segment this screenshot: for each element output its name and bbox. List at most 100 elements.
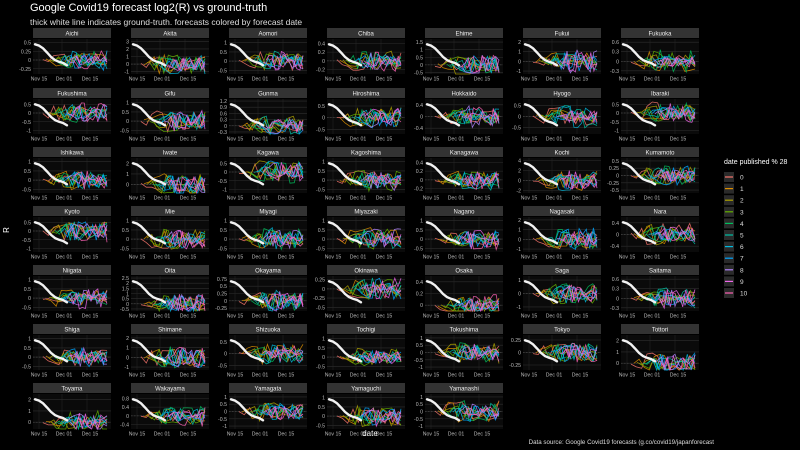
forecast-line	[562, 53, 598, 69]
forecast-line	[351, 171, 402, 189]
y-tick-label: 0.5	[416, 402, 423, 408]
ground-truth-line	[33, 221, 69, 245]
y-tick-label: -0.5	[218, 363, 227, 369]
legend-label: 0	[740, 175, 744, 182]
y-tick-label: 2	[126, 281, 129, 287]
forecast-line	[458, 104, 500, 129]
forecast-line	[167, 349, 206, 365]
x-tick-label: Dec 01	[252, 77, 269, 83]
forecast-line	[54, 50, 108, 68]
forecast-line	[654, 168, 696, 183]
y-tick-label: -0.5	[512, 125, 521, 131]
forecast-line	[265, 162, 304, 182]
forecast-line	[63, 50, 108, 72]
x-tick-label: Dec 15	[572, 137, 589, 143]
facet-strip	[621, 324, 699, 334]
x-tick-label: Dec 15	[572, 314, 589, 320]
y-tick-label: 0	[518, 237, 521, 243]
forecast-line	[161, 411, 206, 422]
forecast-line	[461, 343, 500, 362]
x-tick-label: Dec 15	[278, 77, 295, 83]
x-tick-label: Dec 15	[278, 373, 295, 379]
y-tick-label: 0	[322, 116, 325, 122]
forecast-line	[51, 54, 108, 68]
y-tick-label: 0.5	[220, 284, 227, 290]
forecast-line	[262, 406, 304, 416]
forecast-line	[250, 228, 304, 251]
y-tick-label: -0.5	[120, 307, 129, 313]
facet-strip	[33, 324, 111, 334]
facet-panel-iwate: Iwate 2 1 0 Nov 15 Dec 01 Dec 15	[126, 147, 209, 202]
forecast-line	[167, 229, 206, 250]
forecast-line	[342, 404, 402, 428]
forecast-line	[559, 348, 598, 358]
x-tick-label: Nov 15	[619, 196, 636, 202]
ground-truth-line	[523, 43, 559, 67]
x-tick-label: Dec 15	[180, 77, 197, 83]
forecast-line	[170, 407, 206, 427]
forecast-line	[461, 112, 500, 121]
x-tick-label: Nov 15	[423, 255, 440, 261]
facet-label: Ehime	[455, 32, 473, 38]
x-tick-label: Dec 15	[474, 255, 491, 261]
x-tick-label: Dec 15	[180, 196, 197, 202]
forecast-line	[461, 229, 500, 250]
forecast-line	[651, 290, 696, 307]
y-tick-label: 2	[126, 161, 129, 167]
legend-label: 8	[740, 267, 744, 274]
ground-truth-line	[131, 162, 167, 186]
forecast-line	[366, 174, 402, 185]
facet-strip	[523, 265, 601, 275]
y-tick-label: -0.25	[607, 181, 619, 187]
x-axis-label: date	[362, 429, 378, 438]
x-tick-label: Dec 15	[572, 373, 589, 379]
y-tick-label: 2	[518, 218, 521, 224]
facet-label: Wakayama	[155, 387, 185, 393]
ground-truth-line	[131, 398, 167, 422]
facet-label: Fukushima	[57, 92, 87, 98]
x-tick-label: Dec 01	[154, 373, 171, 379]
forecast-line	[342, 280, 402, 297]
legend-title: date published % 28	[724, 159, 788, 166]
y-tick-label: 0.4	[612, 221, 619, 227]
forecast-line	[449, 172, 500, 192]
forecast-line	[69, 225, 108, 240]
y-tick-label: 2.5	[122, 276, 129, 282]
forecast-line	[72, 221, 108, 243]
forecast-line	[547, 342, 598, 363]
y-tick-label: 2	[28, 398, 31, 404]
facet-strip	[33, 265, 111, 275]
legend: date published % 28 0 1 2 3 4 5 6 7 8 9 10	[724, 159, 788, 298]
forecast-line	[69, 55, 108, 65]
x-tick-label: Dec 01	[644, 314, 661, 320]
y-tick-label: -0.3	[218, 130, 227, 136]
ground-truth-line	[327, 280, 363, 304]
x-tick-label: Dec 01	[448, 373, 465, 379]
x-tick-label: Dec 15	[376, 137, 393, 143]
y-tick-label: 0.25	[21, 49, 31, 55]
y-tick-label: 0	[420, 303, 423, 309]
y-tick-label: 2	[126, 47, 129, 53]
y-tick-label: 0.4	[122, 405, 129, 411]
facet-label: Toyama	[61, 387, 83, 393]
ground-truth-line	[621, 103, 657, 127]
x-tick-label: Dec 01	[56, 373, 73, 379]
y-tick-label: -0.25	[215, 306, 227, 312]
y-tick-label: 0.25	[217, 292, 227, 298]
y-tick-label: 0	[322, 237, 325, 243]
forecast-line	[562, 284, 598, 303]
forecast-line	[348, 51, 402, 71]
x-tick-label: Dec 01	[644, 137, 661, 143]
x-tick-label: Dec 01	[546, 314, 563, 320]
